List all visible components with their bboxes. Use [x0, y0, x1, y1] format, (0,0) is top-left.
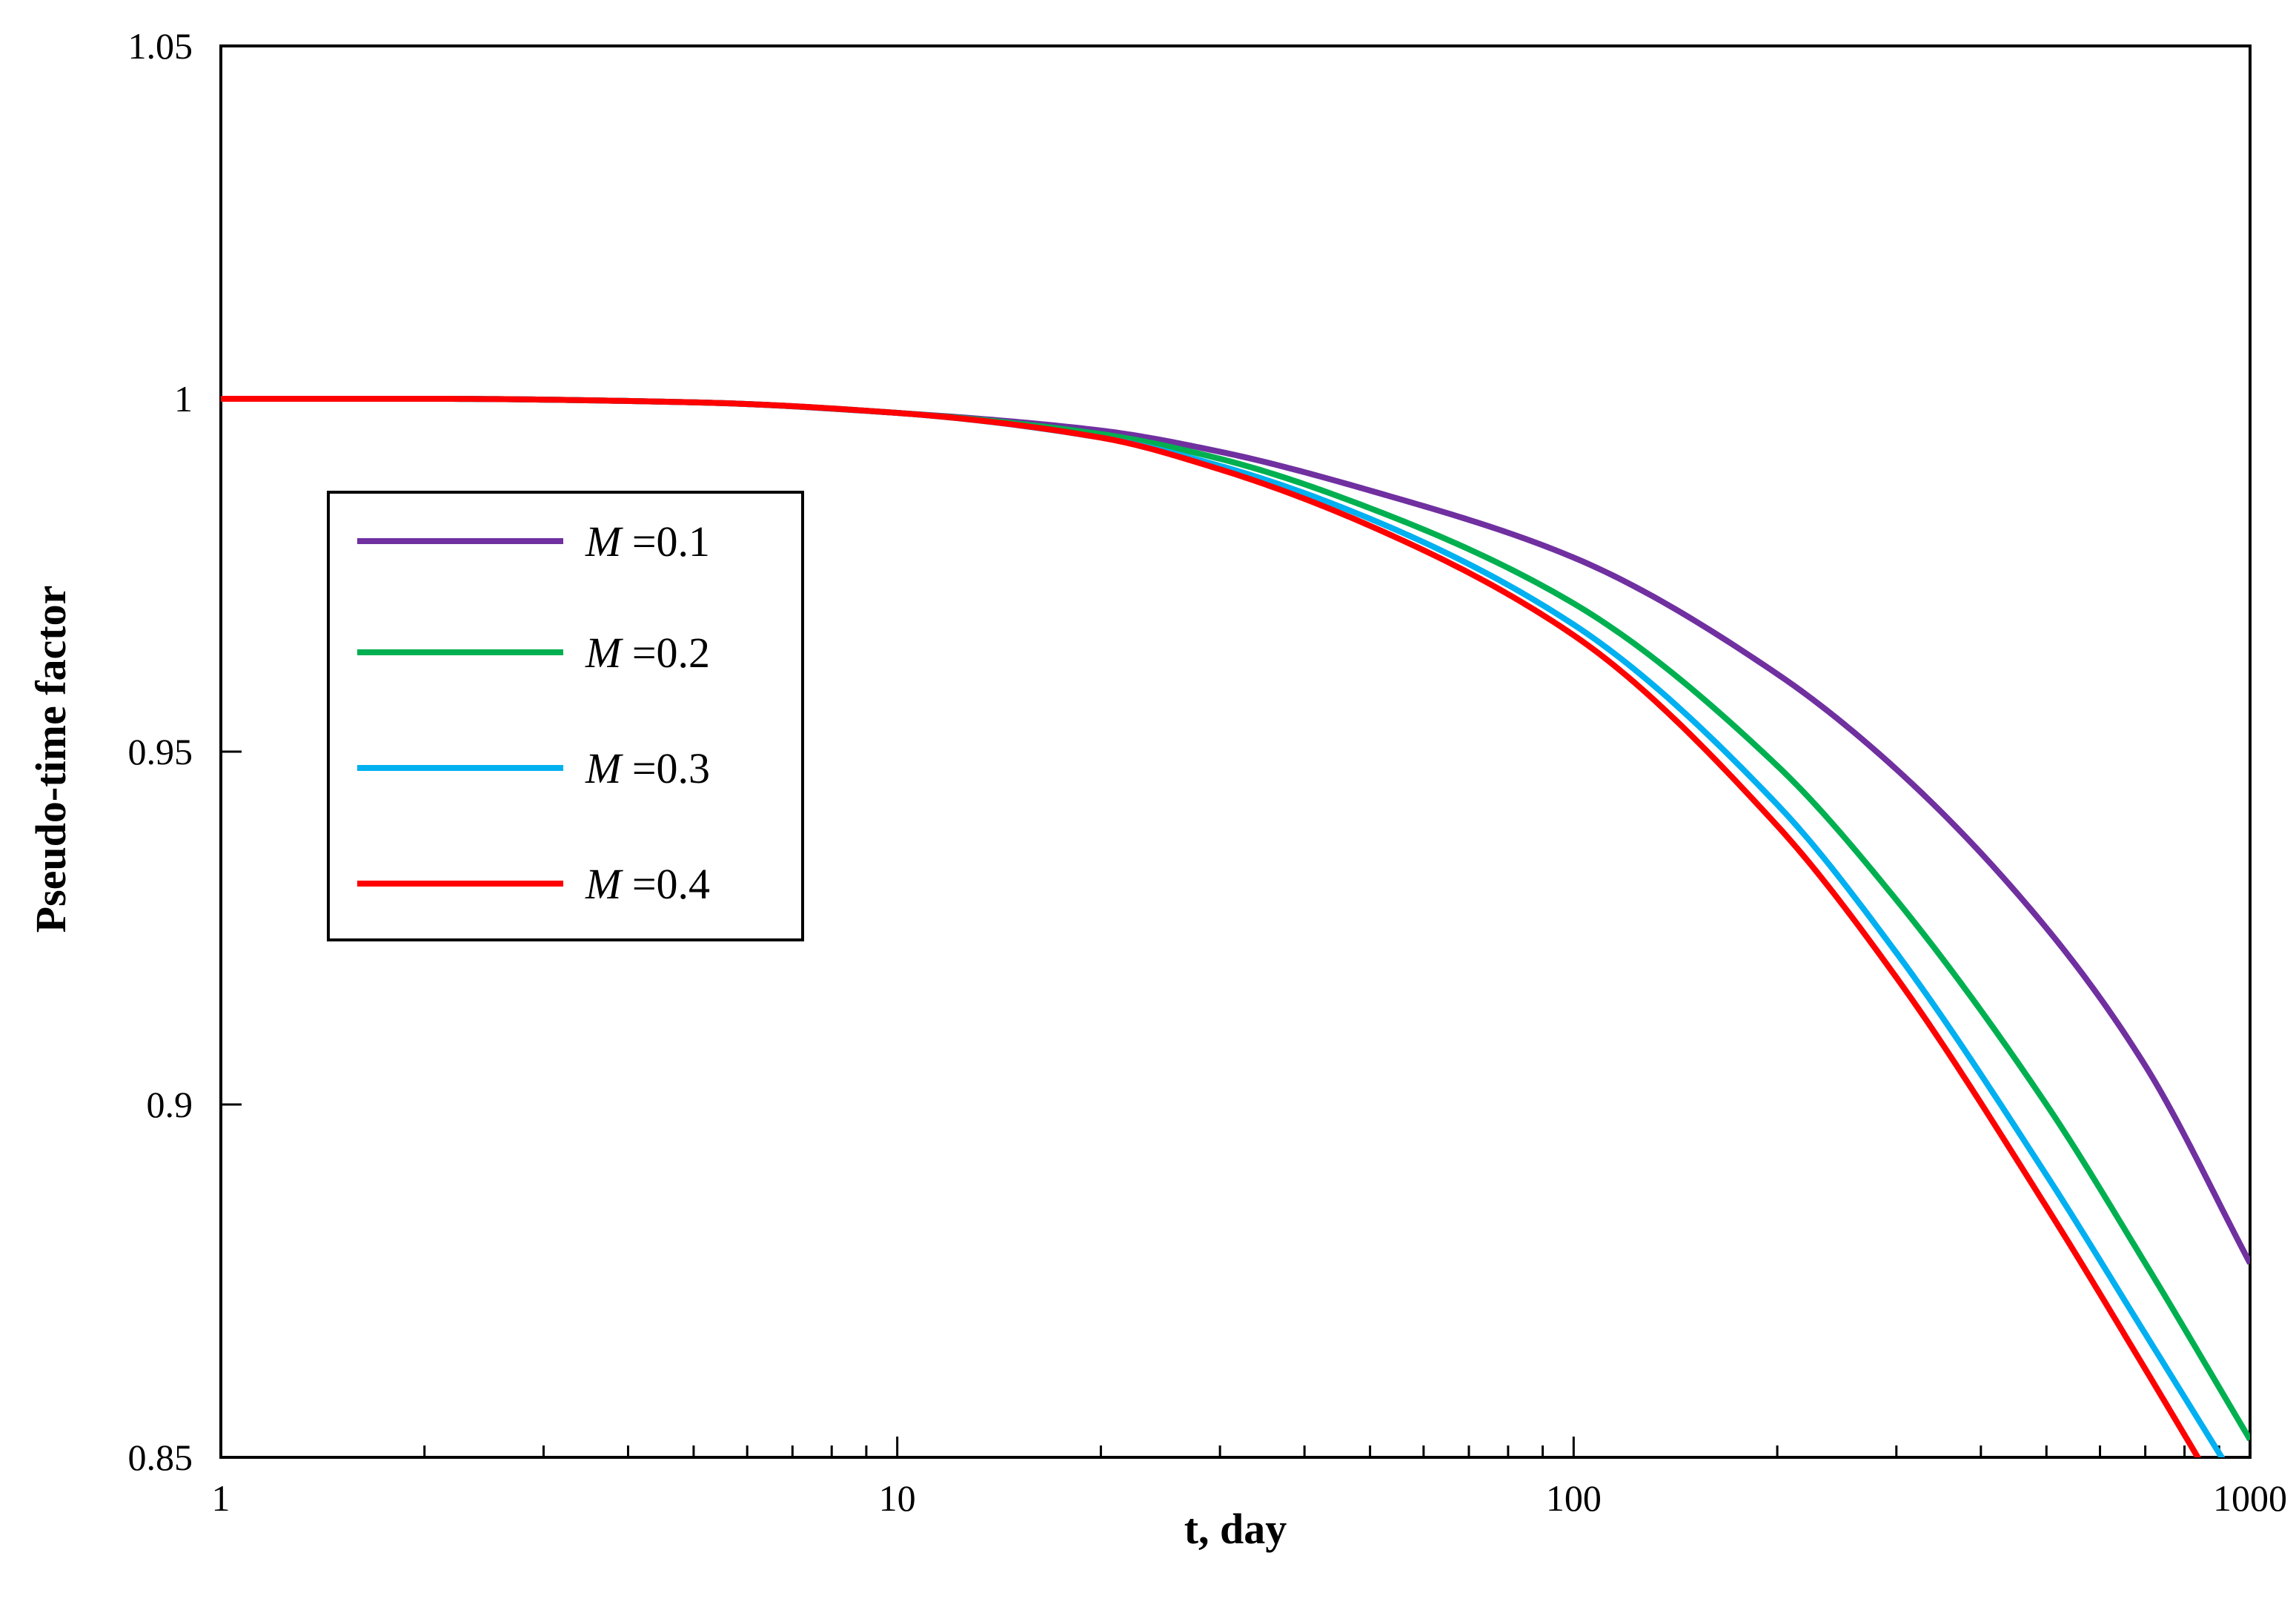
legend-label-variable: M	[585, 629, 632, 677]
x-tick-label: 100	[1546, 1477, 1602, 1519]
y-tick-label: 0.85	[128, 1437, 193, 1478]
legend-label-3: M =0.3	[585, 744, 710, 792]
legend-label-2: M =0.2	[585, 629, 710, 677]
legend-frame	[327, 491, 804, 941]
legend-label-variable: M	[585, 744, 632, 792]
x-tick-label: 10	[879, 1477, 916, 1519]
x-tick-label: 1000	[2213, 1477, 2287, 1519]
y-tick-label: 1.05	[128, 25, 193, 67]
legend: M =0.1M =0.2M =0.3M =0.4	[327, 491, 804, 941]
legend-label-value: =0.4	[632, 860, 710, 908]
y-tick-label: 0.9	[147, 1084, 193, 1125]
legend-label-value: =0.3	[632, 744, 710, 792]
x-tick-label: 1	[212, 1477, 230, 1519]
y-axis-title: Pseudo-time factor	[27, 586, 75, 933]
y-tick-label: 1	[174, 378, 193, 420]
legend-label-4: M =0.4	[585, 860, 710, 908]
legend-label-variable: M	[585, 860, 632, 908]
legend-label-value: =0.2	[632, 629, 710, 677]
legend-label-1: M =0.1	[585, 517, 710, 566]
series-line-4	[221, 396, 2202, 1457]
legend-label-variable: M	[585, 517, 632, 566]
y-tick-label: 0.95	[128, 731, 193, 772]
legend-label-value: =0.1	[632, 517, 710, 566]
x-axis-title: t, day	[1184, 1505, 1287, 1553]
